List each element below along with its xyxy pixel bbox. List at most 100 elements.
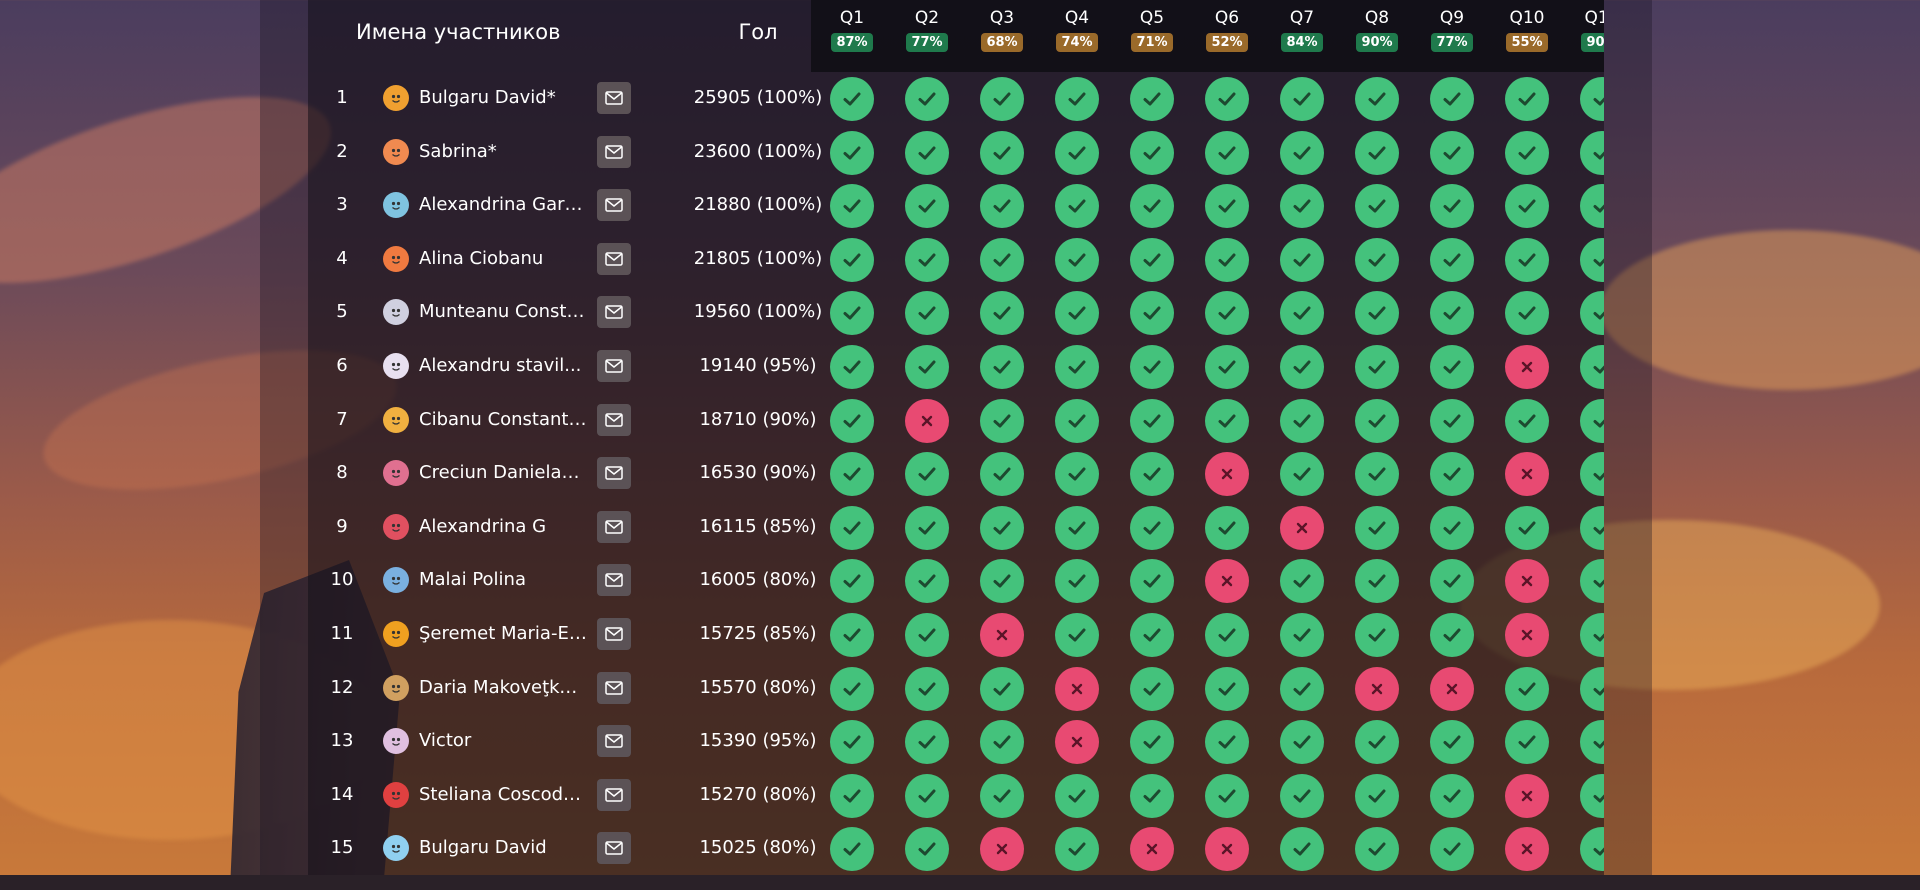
table-row[interactable]: 5 Munteanu Constan... 19560 (100%): [308, 286, 1604, 339]
correct-answer-icon[interactable]: [1355, 130, 1399, 175]
correct-answer-icon[interactable]: [830, 452, 874, 497]
correct-answer-icon[interactable]: [1430, 184, 1474, 229]
correct-answer-icon[interactable]: [980, 398, 1024, 443]
correct-answer-icon[interactable]: [830, 77, 874, 121]
participant-name[interactable]: Munteanu Constan...: [419, 301, 587, 323]
correct-answer-icon[interactable]: [1280, 613, 1324, 657]
correct-answer-icon[interactable]: [905, 452, 949, 497]
correct-answer-icon[interactable]: [1205, 773, 1249, 818]
question-header-q6[interactable]: Q6 52%: [1198, 8, 1256, 52]
wrong-answer-icon[interactable]: [1280, 505, 1324, 550]
participant-name[interactable]: Şeremet Maria-El...: [419, 623, 587, 644]
correct-answer-icon[interactable]: [1355, 184, 1399, 229]
correct-answer-icon[interactable]: [1355, 773, 1399, 818]
correct-answer-icon[interactable]: [1280, 130, 1324, 175]
correct-answer-icon[interactable]: [1130, 773, 1174, 818]
correct-answer-icon[interactable]: [830, 291, 874, 336]
correct-answer-icon[interactable]: [980, 291, 1024, 336]
correct-answer-icon[interactable]: [1130, 237, 1174, 282]
question-header-q1[interactable]: Q1 87%: [823, 8, 881, 52]
correct-answer-icon[interactable]: [1205, 613, 1249, 657]
correct-answer-icon[interactable]: [1205, 666, 1249, 711]
correct-answer-icon[interactable]: [1280, 398, 1324, 443]
correct-answer-icon[interactable]: [830, 666, 874, 711]
correct-answer-icon[interactable]: [1055, 237, 1099, 282]
correct-answer-icon[interactable]: [1580, 345, 1604, 389]
correct-answer-icon[interactable]: [1355, 505, 1399, 550]
correct-answer-icon[interactable]: [1505, 130, 1549, 175]
table-row[interactable]: 15 Bulgaru David 15025 (80%): [308, 822, 1604, 875]
correct-answer-icon[interactable]: [1280, 720, 1324, 765]
participant-name[interactable]: Daria Makoveţkai...: [419, 676, 587, 698]
mail-icon[interactable]: [597, 457, 631, 490]
mail-icon[interactable]: [597, 242, 631, 275]
table-row[interactable]: 11 Şeremet Maria-El... 15725 (85%): [308, 608, 1604, 661]
mail-icon[interactable]: [597, 725, 631, 758]
correct-answer-icon[interactable]: [830, 237, 874, 282]
correct-answer-icon[interactable]: [1130, 559, 1174, 604]
correct-answer-icon[interactable]: [830, 130, 874, 175]
correct-answer-icon[interactable]: [1280, 559, 1324, 604]
table-row[interactable]: 6 Alexandru stavil... 19140 (95%): [308, 340, 1604, 393]
mail-icon[interactable]: [597, 189, 631, 222]
correct-answer-icon[interactable]: [1280, 184, 1324, 229]
correct-answer-icon[interactable]: [1055, 184, 1099, 229]
question-header-q7[interactable]: Q7 84%: [1273, 8, 1331, 52]
correct-answer-icon[interactable]: [1355, 345, 1399, 389]
correct-answer-icon[interactable]: [905, 130, 949, 175]
correct-answer-icon[interactable]: [830, 505, 874, 550]
question-header-q8[interactable]: Q8 90%: [1348, 8, 1406, 52]
wrong-answer-icon[interactable]: [1205, 827, 1249, 872]
correct-answer-icon[interactable]: [1580, 237, 1604, 282]
table-row[interactable]: 8 Creciun Daniela*... 16530 (90%): [308, 447, 1604, 500]
participant-name[interactable]: Bulgaru David*: [419, 87, 556, 108]
correct-answer-icon[interactable]: [1505, 505, 1549, 550]
correct-answer-icon[interactable]: [1580, 666, 1604, 711]
table-row[interactable]: 12 Daria Makoveţkai... 15570 (80%): [308, 662, 1604, 715]
correct-answer-icon[interactable]: [905, 773, 949, 818]
leaderboard-panel[interactable]: Имена участников Гол Q1 87% Q2 77% Q3 68% Q4 74…: [308, 0, 1604, 890]
correct-answer-icon[interactable]: [1205, 237, 1249, 282]
correct-answer-icon[interactable]: [1205, 720, 1249, 765]
correct-answer-icon[interactable]: [830, 720, 874, 765]
correct-answer-icon[interactable]: [1130, 345, 1174, 389]
table-row[interactable]: 7 Cibanu Constanti... 18710 (90%): [308, 394, 1604, 447]
correct-answer-icon[interactable]: [980, 237, 1024, 282]
wrong-answer-icon[interactable]: [905, 398, 949, 443]
correct-answer-icon[interactable]: [1130, 666, 1174, 711]
participant-name[interactable]: Steliana Coscoda...: [419, 783, 587, 805]
participant-name[interactable]: Alexandrina G: [419, 515, 547, 537]
correct-answer-icon[interactable]: [1580, 452, 1604, 497]
table-row[interactable]: 4 Alina Ciobanu 21805 (100%): [308, 233, 1604, 286]
correct-answer-icon[interactable]: [830, 184, 874, 229]
correct-answer-icon[interactable]: [1280, 666, 1324, 711]
correct-answer-icon[interactable]: [1505, 291, 1549, 336]
correct-answer-icon[interactable]: [1580, 827, 1604, 872]
question-header-q5[interactable]: Q5 71%: [1123, 8, 1181, 52]
participant-name[interactable]: Cibanu Constanti...: [419, 408, 587, 430]
correct-answer-icon[interactable]: [1130, 452, 1174, 497]
mail-icon[interactable]: [597, 82, 631, 114]
correct-answer-icon[interactable]: [1280, 452, 1324, 497]
correct-answer-icon[interactable]: [1580, 773, 1604, 818]
correct-answer-icon[interactable]: [1205, 184, 1249, 229]
correct-answer-icon[interactable]: [1055, 613, 1099, 657]
correct-answer-icon[interactable]: [1205, 130, 1249, 175]
correct-answer-icon[interactable]: [1205, 345, 1249, 389]
correct-answer-icon[interactable]: [1430, 452, 1474, 497]
correct-answer-icon[interactable]: [905, 184, 949, 229]
mail-icon[interactable]: [597, 350, 631, 382]
wrong-answer-icon[interactable]: [1505, 345, 1549, 389]
correct-answer-icon[interactable]: [1580, 398, 1604, 443]
correct-answer-icon[interactable]: [1505, 666, 1549, 711]
correct-answer-icon[interactable]: [905, 291, 949, 336]
question-header-q10[interactable]: Q10 55%: [1498, 8, 1556, 52]
correct-answer-icon[interactable]: [1580, 291, 1604, 336]
table-row[interactable]: 10 Malai Polina 16005 (80%): [308, 554, 1604, 607]
correct-answer-icon[interactable]: [1130, 130, 1174, 175]
mail-icon[interactable]: [597, 671, 631, 704]
mail-icon[interactable]: [597, 403, 631, 436]
correct-answer-icon[interactable]: [1280, 77, 1324, 121]
mail-icon[interactable]: [597, 832, 631, 865]
correct-answer-icon[interactable]: [1130, 77, 1174, 121]
